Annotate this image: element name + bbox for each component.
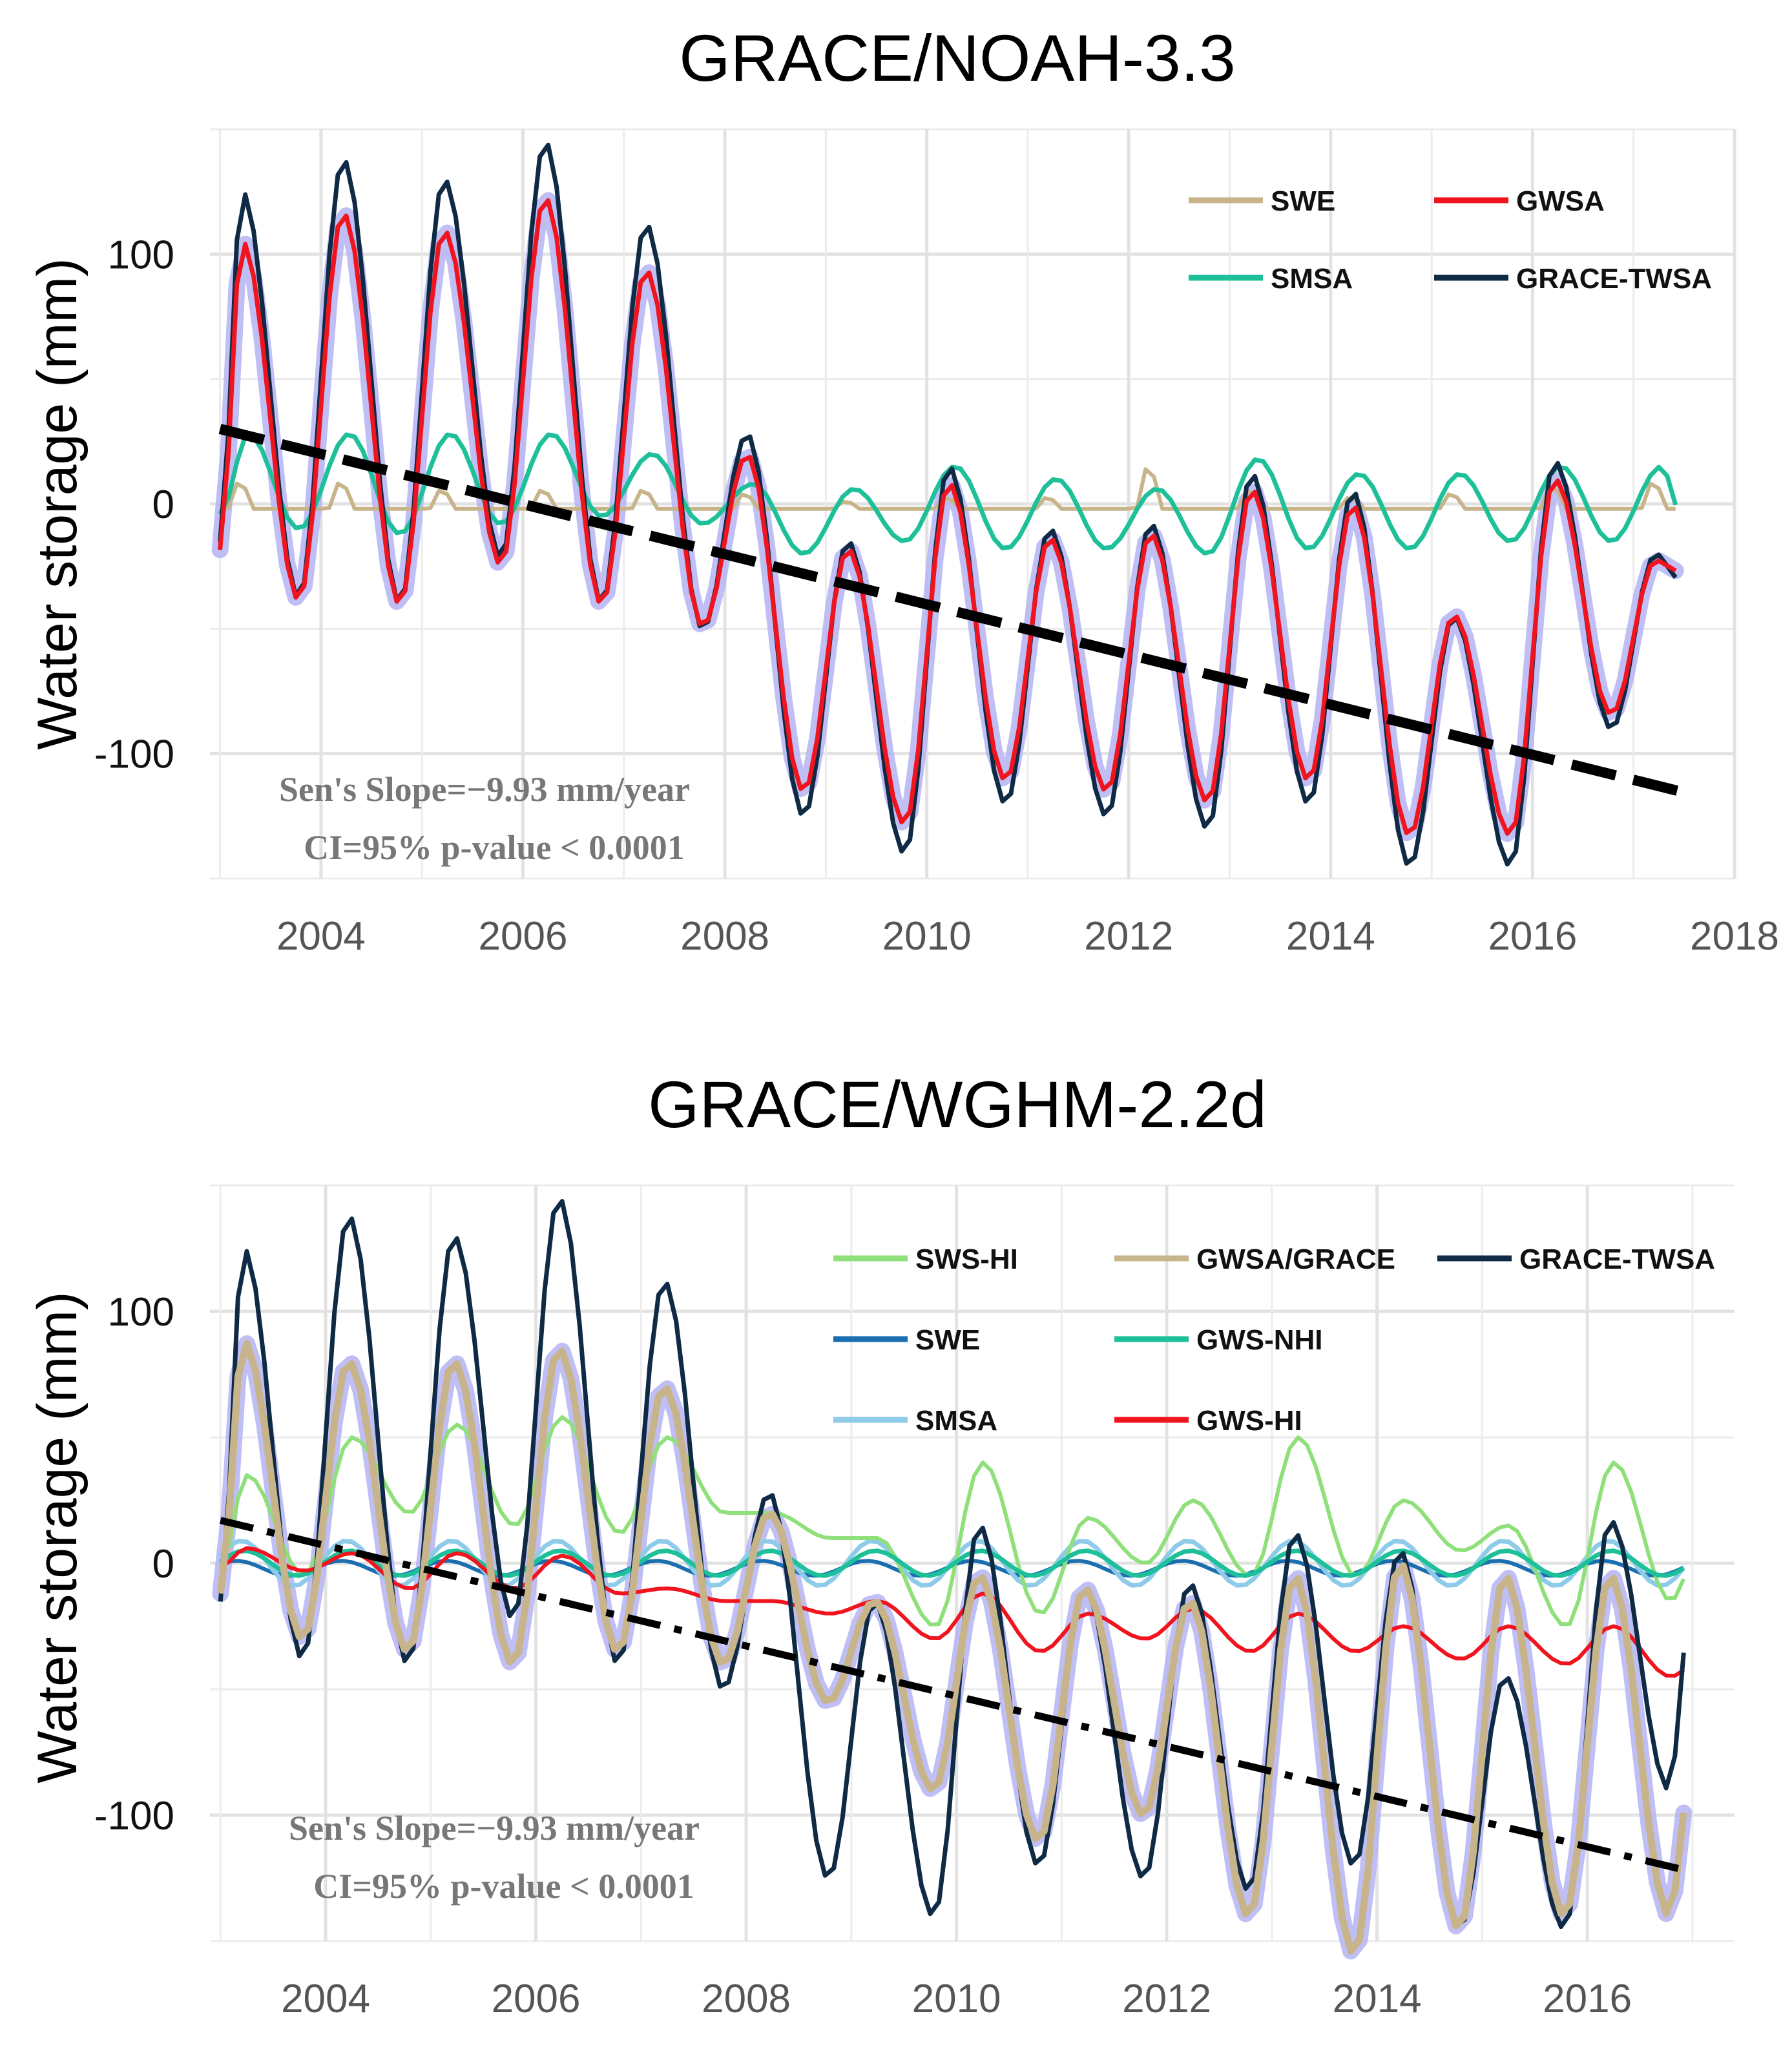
noah-y-tick-label: -100 bbox=[94, 733, 174, 777]
legend-label-gwsa-grace: GWSA/GRACE bbox=[1196, 1243, 1395, 1275]
wghm-y-ticks: -100 0 100 bbox=[94, 1290, 174, 1838]
wghm-x-tick-label: 2008 bbox=[702, 1977, 791, 2021]
wghm-y-tick-label: 100 bbox=[108, 1290, 174, 1335]
noah-ci-text: CI=95% p-value < 0.0001 bbox=[304, 828, 685, 867]
noah-x-tick-label: 2008 bbox=[680, 914, 769, 959]
wghm-annotation: Sen's Slope=−9.93 mm/year CI=95% p-value… bbox=[289, 1809, 700, 1906]
wghm-y-axis-label: Water storage (mm) bbox=[26, 1291, 89, 1783]
noah-series-swe bbox=[220, 467, 1676, 511]
legend-label-gws-hi: GWS-HI bbox=[1196, 1405, 1302, 1437]
wghm-sens-slope-trendline bbox=[219, 1517, 1689, 1875]
wghm-x-ticks: 2004 2006 2008 2010 2012 2014 2016 bbox=[281, 1977, 1632, 2021]
legend-label-sws-hi: SWS-HI bbox=[915, 1243, 1018, 1275]
legend-label-swe: SWE bbox=[915, 1324, 980, 1356]
wghm-y-tick-label: 0 bbox=[152, 1542, 174, 1587]
wghm-series-gws-hi bbox=[219, 1546, 1685, 1678]
wghm-series bbox=[212, 1199, 1693, 1960]
wghm-panel-title: GRACE/WGHM-2.2d bbox=[648, 1068, 1267, 1141]
wghm-panel: GRACE/WGHM-2.2d Water storage (mm) -100 0… bbox=[26, 1068, 1735, 2021]
wghm-series-sws-hi bbox=[218, 1415, 1686, 1627]
noah-x-tick-label: 2004 bbox=[276, 914, 366, 959]
noah-panel: GRACE/NOAH-3.3 Water storage (mm) -100 0 1… bbox=[26, 21, 1779, 959]
legend-label-smsa: SMSA bbox=[915, 1405, 997, 1437]
wghm-trend bbox=[219, 1517, 1689, 1875]
legend-label-smsa: SMSA bbox=[1271, 263, 1353, 295]
wghm-x-tick-label: 2016 bbox=[1543, 1977, 1632, 2021]
noah-y-tick-label: 100 bbox=[108, 233, 174, 277]
legend-label-grace-twsa: GRACE-TWSA bbox=[1519, 1243, 1715, 1275]
wghm-x-tick-label: 2014 bbox=[1333, 1977, 1422, 2021]
wghm-x-tick-label: 2012 bbox=[1122, 1977, 1211, 2021]
noah-panel-title: GRACE/NOAH-3.3 bbox=[679, 21, 1236, 95]
noah-y-axis-label: Water storage (mm) bbox=[26, 258, 89, 749]
wghm-legend: SWS-HI GWSA/GRACE GRACE-TWSA SWE GWS-NHI SMSA… bbox=[833, 1243, 1715, 1437]
noah-x-ticks: 2004 2006 2008 2010 2012 2014 2016 2018 bbox=[276, 914, 1779, 959]
noah-x-tick-label: 2010 bbox=[882, 914, 972, 959]
legend-label-gwsa: GWSA bbox=[1516, 185, 1605, 217]
wghm-sens-slope-text: Sen's Slope=−9.93 mm/year bbox=[289, 1809, 700, 1847]
wghm-series-smsa bbox=[218, 1539, 1685, 1588]
noah-sens-slope-text: Sen's Slope=−9.93 mm/year bbox=[279, 770, 690, 809]
wghm-x-tick-label: 2006 bbox=[492, 1977, 581, 2021]
noah-x-tick-label: 2018 bbox=[1690, 914, 1779, 959]
noah-x-tick-label: 2012 bbox=[1084, 914, 1173, 959]
noah-annotation: Sen's Slope=−9.93 mm/year CI=95% p-value… bbox=[279, 770, 690, 867]
noah-legend: SWE GWSA SMSA GRACE-TWSA bbox=[1189, 185, 1712, 295]
wghm-y-tick-label: -100 bbox=[94, 1794, 174, 1838]
noah-x-tick-label: 2006 bbox=[479, 914, 568, 959]
wghm-x-tick-label: 2010 bbox=[912, 1977, 1001, 2021]
noah-y-tick-label: 0 bbox=[152, 483, 174, 527]
legend-label-gws-nhi: GWS-NHI bbox=[1196, 1324, 1323, 1356]
wghm-ci-text: CI=95% p-value < 0.0001 bbox=[313, 1867, 694, 1906]
noah-series bbox=[211, 142, 1684, 867]
noah-x-tick-label: 2014 bbox=[1286, 914, 1375, 959]
wghm-x-tick-label: 2004 bbox=[281, 1977, 370, 2021]
legend-label-grace-twsa: GRACE-TWSA bbox=[1516, 263, 1712, 295]
noah-x-tick-label: 2016 bbox=[1488, 914, 1577, 959]
noah-y-ticks: -100 0 100 bbox=[94, 233, 174, 776]
noah-series-gwsa bbox=[218, 198, 1677, 836]
wghm-series-gwsa-grace bbox=[216, 1340, 1687, 1955]
legend-label-swe: SWE bbox=[1271, 185, 1335, 217]
